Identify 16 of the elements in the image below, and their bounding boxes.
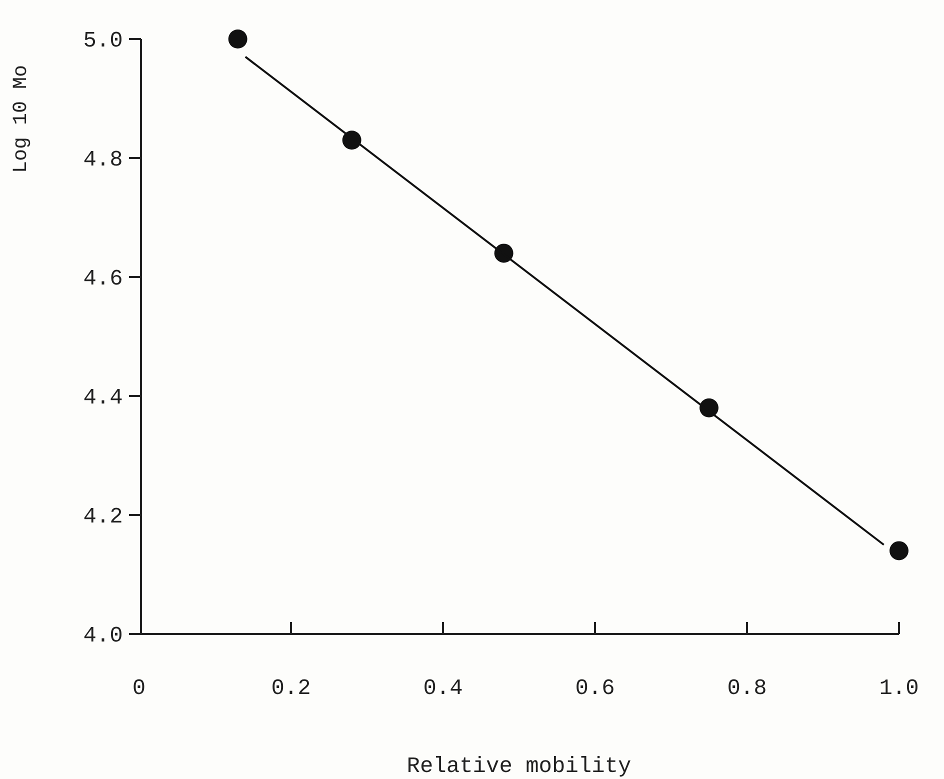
y-tick-label: 4.4 xyxy=(83,386,123,411)
y-tick-label: 4.2 xyxy=(83,504,123,530)
x-tick-label: 1.0 xyxy=(879,676,919,701)
y-tick-label: 4.6 xyxy=(83,266,123,292)
y-tick-label: 4.0 xyxy=(83,624,123,649)
x-tick-label: 0.6 xyxy=(575,676,615,701)
y-tick-label: 4.8 xyxy=(83,148,123,173)
point xyxy=(890,541,908,560)
x-axis-title: Relative mobility xyxy=(406,754,632,779)
x-tick-label: 0.2 xyxy=(271,676,311,701)
x-tick-label: 0.4 xyxy=(423,676,463,701)
y-tick-label: 5.0 xyxy=(83,28,123,54)
x-tick-label: 0.8 xyxy=(727,676,767,701)
point xyxy=(228,30,248,48)
x-tick-label: 0 xyxy=(132,676,146,701)
y-axis-title: Log 10 Mo xyxy=(10,64,33,174)
